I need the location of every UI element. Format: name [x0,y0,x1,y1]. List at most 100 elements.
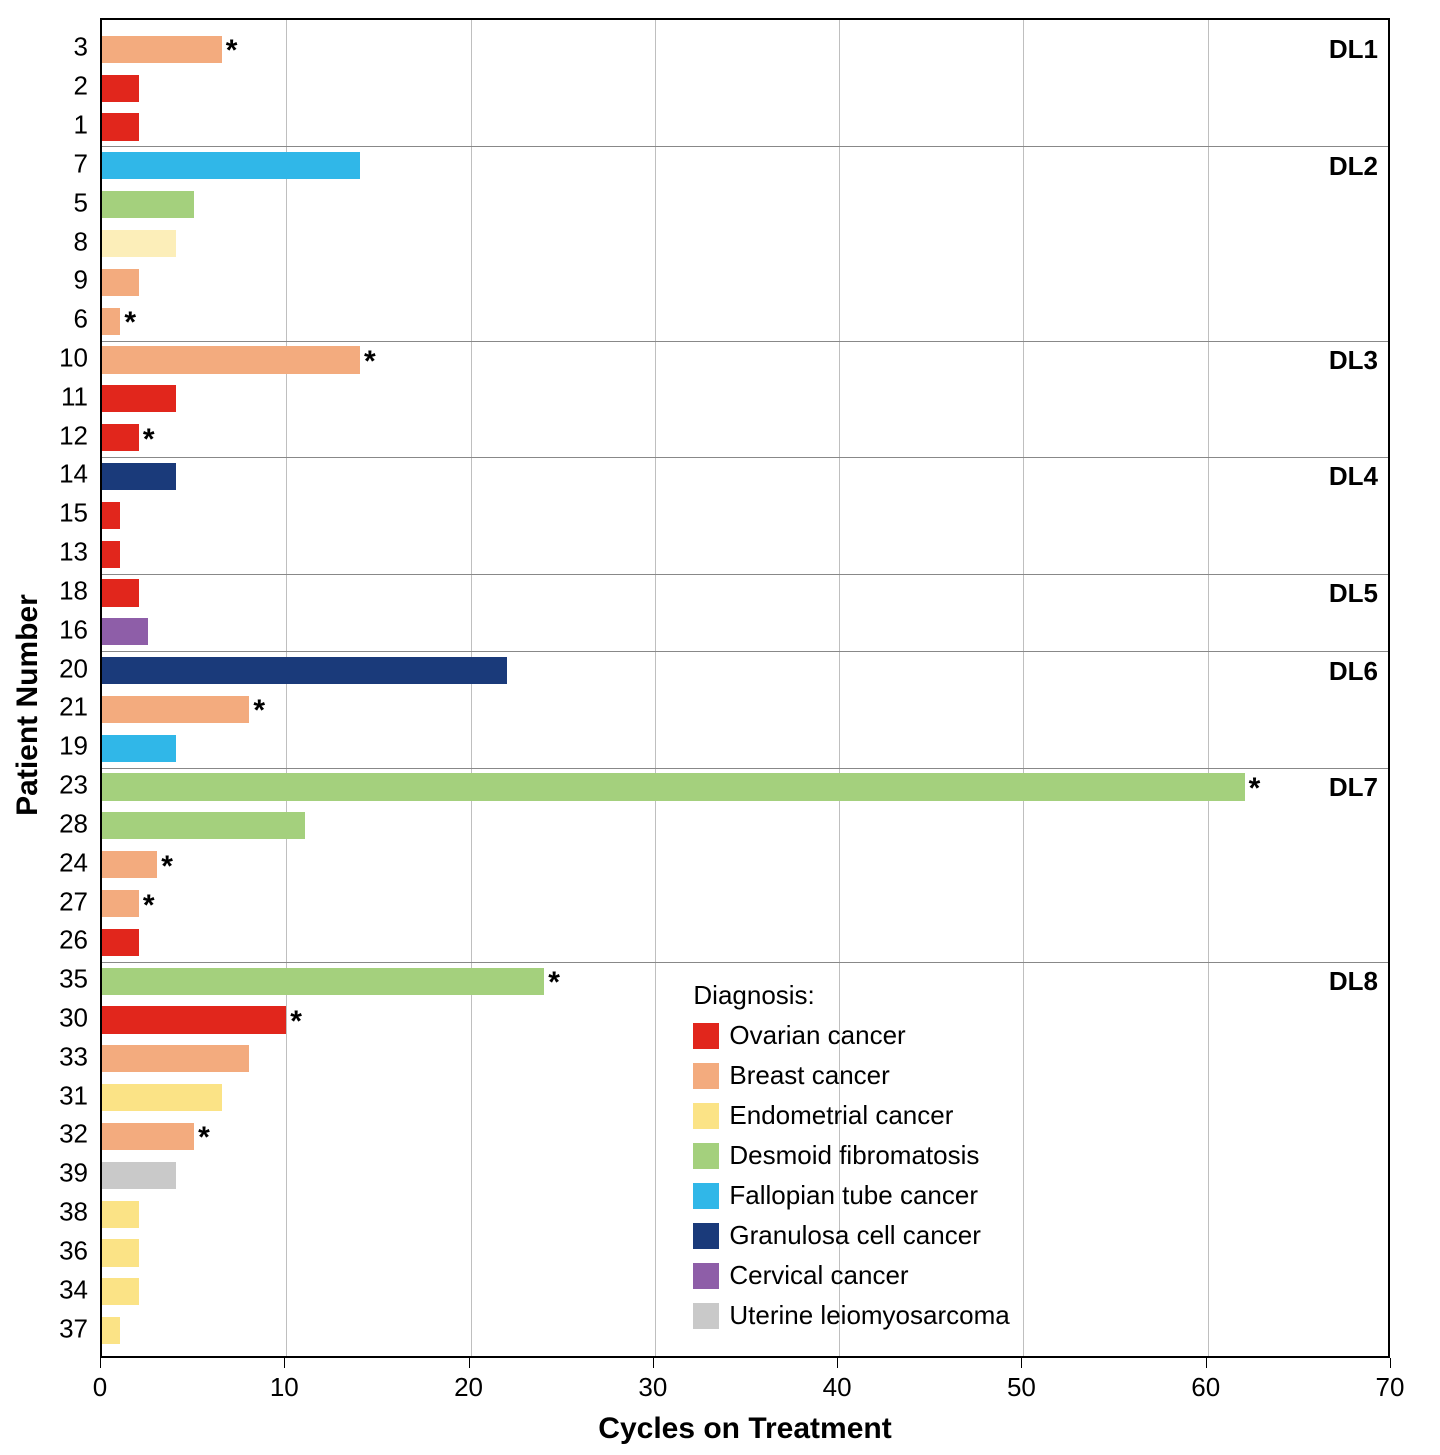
patient-label: 23 [59,770,88,801]
x-tick [1206,1358,1207,1368]
patient-label: 37 [59,1313,88,1344]
legend-label: Fallopian tube cancer [729,1180,978,1211]
legend-label: Cervical cancer [729,1260,908,1291]
legend-item: Breast cancer [693,1060,889,1091]
patient-label: 27 [59,886,88,917]
x-tick-label: 0 [93,1372,107,1403]
patient-label: 2 [74,71,88,102]
bar [102,1201,139,1228]
bar [102,1317,120,1344]
bar [102,269,139,296]
bar [102,1045,249,1072]
star-marker: * [226,34,238,68]
patient-label: 19 [59,731,88,762]
legend-swatch [693,1183,719,1209]
legend-item: Uterine leiomyosarcoma [693,1300,1009,1331]
x-tick-label: 20 [454,1372,483,1403]
x-axis-label: Cycles on Treatment [598,1412,891,1446]
bar [102,113,139,140]
legend-swatch [693,1263,719,1289]
legend-label: Granulosa cell cancer [729,1220,980,1251]
group-label: DL4 [1329,461,1378,492]
legend-swatch [693,1023,719,1049]
bar [102,618,148,645]
star-marker: * [1249,772,1261,806]
bar [102,308,120,335]
group-separator [102,768,1388,769]
chart-container: Patient Number Cycles on Treatment 01020… [0,0,1440,1455]
gridline [1023,20,1024,1356]
group-label: DL1 [1329,34,1378,65]
patient-label: 39 [59,1158,88,1189]
patient-label: 20 [59,653,88,684]
star-marker: * [198,1121,210,1155]
gridline [1208,20,1209,1356]
patient-label: 15 [59,498,88,529]
patient-label: 16 [59,614,88,645]
bar [102,890,139,917]
legend-label: Ovarian cancer [729,1020,905,1051]
patient-label: 18 [59,575,88,606]
patient-label: 3 [74,32,88,63]
legend-swatch [693,1223,719,1249]
patient-label: 11 [61,381,88,412]
patient-label: 24 [59,847,88,878]
patient-label: 10 [59,343,88,374]
patient-label: 1 [74,110,88,141]
gridline [655,20,656,1356]
group-separator [102,574,1388,575]
group-separator [102,341,1388,342]
star-marker: * [143,423,155,457]
patient-label: 33 [59,1041,88,1072]
legend-item: Endometrial cancer [693,1100,953,1131]
bar [102,812,305,839]
patient-label: 5 [74,187,88,218]
patient-label: 32 [59,1119,88,1150]
star-marker: * [548,966,560,1000]
bar [102,191,194,218]
patient-label: 14 [59,459,88,490]
bar [102,502,120,529]
patient-label: 38 [59,1197,88,1228]
x-tick [837,1358,838,1368]
legend-item: Granulosa cell cancer [693,1220,980,1251]
bar [102,1123,194,1150]
legend-swatch [693,1063,719,1089]
star-marker: * [290,1005,302,1039]
x-tick [1021,1358,1022,1368]
legend-swatch [693,1143,719,1169]
bar [102,968,544,995]
legend-item: Cervical cancer [693,1260,908,1291]
x-tick [469,1358,470,1368]
patient-label: 12 [59,420,88,451]
x-tick-label: 10 [270,1372,299,1403]
gridline [471,20,472,1356]
x-tick [1390,1358,1391,1368]
group-label: DL7 [1329,772,1378,803]
bar [102,1239,139,1266]
legend-title: Diagnosis: [693,980,814,1011]
legend-item: Desmoid fibromatosis [693,1140,979,1171]
bar [102,36,222,63]
group-separator [102,146,1388,147]
bar [102,152,360,179]
patient-label: 7 [74,148,88,179]
group-label: DL5 [1329,578,1378,609]
patient-label: 34 [59,1274,88,1305]
x-tick [653,1358,654,1368]
legend-label: Uterine leiomyosarcoma [729,1300,1009,1331]
bar [102,773,1245,800]
group-separator [102,962,1388,963]
patient-label: 31 [59,1080,88,1111]
patient-label: 8 [74,226,88,257]
patient-label: 35 [59,964,88,995]
bar [102,657,507,684]
x-tick [284,1358,285,1368]
gridline [286,20,287,1356]
group-label: DL6 [1329,656,1378,687]
patient-label: 28 [59,808,88,839]
patient-label: 21 [59,692,88,723]
group-separator [102,457,1388,458]
star-marker: * [253,694,265,728]
legend-label: Desmoid fibromatosis [729,1140,979,1171]
